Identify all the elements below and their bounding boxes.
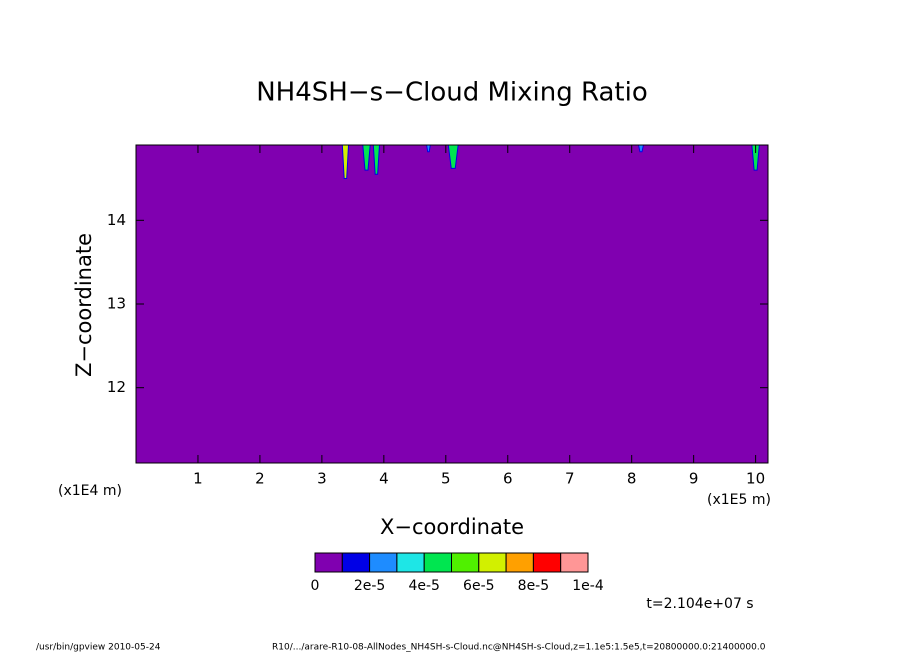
x-tick-label: 5: [441, 470, 451, 488]
colorbar-box: [532, 552, 562, 573]
x-tick-label: 8: [627, 470, 637, 488]
field-background: [136, 145, 768, 463]
footer-right: R10/.../arare-R10-08-AllNodes_NH4SH-s-Cl…: [272, 643, 766, 653]
colorbar-tick-label: 1e-4: [572, 578, 604, 594]
colorbar-tick-label: 4e-5: [408, 578, 439, 594]
y-tick-label: 14: [107, 211, 126, 229]
x-tick-label: 6: [503, 470, 513, 488]
x-tick-label: 1: [193, 470, 203, 488]
colorbar-box: [341, 552, 371, 573]
colorbar-tick-label: 2e-5: [354, 578, 385, 594]
colorbar-box: [314, 552, 343, 573]
y-tick-label: 12: [107, 378, 126, 396]
y-axis-label: Z−coordinate: [72, 233, 96, 377]
x-tick-label: 10: [746, 470, 765, 488]
x-tick-label: 3: [317, 470, 327, 488]
colorbar-box: [369, 552, 398, 573]
colorbar-box: [423, 552, 453, 573]
colorbar-box: [396, 552, 425, 573]
colorbar-box: [505, 552, 534, 573]
chart-title: NH4SH−s−Cloud Mixing Ratio: [256, 78, 648, 108]
colorbar-tick-label: 0: [311, 578, 320, 594]
y-unit: (x1E4 m): [58, 483, 122, 499]
x-axis-label: X−coordinate: [380, 515, 524, 539]
x-tick-label: 2: [255, 470, 265, 488]
colorbar-tick-label: 6e-5: [463, 578, 494, 594]
footer-left: /usr/bin/gpview 2010-05-24: [36, 643, 161, 653]
y-tick-label: 13: [107, 295, 126, 313]
cloud-patch: [426, 144, 431, 153]
x-tick-label: 4: [379, 470, 389, 488]
time-label: t=2.104e+07 s: [646, 596, 753, 612]
colorbar-box: [451, 552, 480, 573]
x-tick-label: 9: [689, 470, 699, 488]
colorbar-box: [560, 552, 589, 573]
colorbar-tick-label: 8e-5: [518, 578, 549, 594]
x-tick-label: 7: [565, 470, 575, 488]
colorbar-box: [478, 552, 507, 573]
x-unit: (x1E5 m): [707, 492, 771, 508]
